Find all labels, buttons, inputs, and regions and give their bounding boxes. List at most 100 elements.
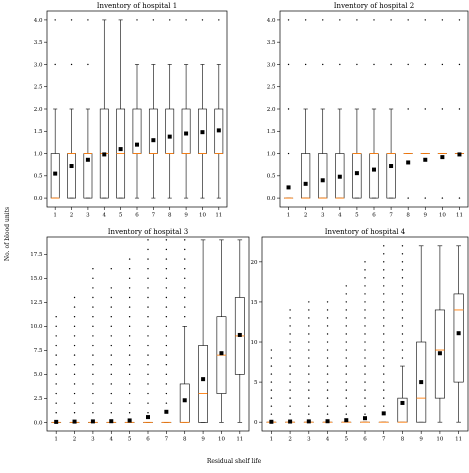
flier-point (327, 389, 328, 390)
flier-point (92, 278, 93, 279)
flier-point (346, 317, 347, 318)
panel-title: Inventory of hospital 1 (97, 2, 177, 10)
flier-point (289, 357, 290, 358)
flier-point (402, 277, 403, 278)
flier-point (184, 268, 185, 269)
flier-point (402, 301, 403, 302)
x-tick-label: 3 (91, 437, 95, 443)
flier-point (92, 306, 93, 307)
flier-point (346, 293, 347, 294)
flier-point (271, 373, 272, 374)
flier-point (327, 301, 328, 302)
flier-point (55, 345, 56, 346)
mean-marker (338, 175, 342, 179)
x-tick-label: 6 (372, 213, 376, 219)
mean-marker (363, 416, 367, 420)
flier-point (271, 389, 272, 390)
axes-frame (47, 237, 249, 431)
y-tick-label: 2.5 (34, 396, 43, 402)
y-axis-label: No. of blood units (4, 207, 11, 261)
flier-point (346, 357, 347, 358)
panel-title: Inventory of hospital 3 (108, 228, 188, 236)
box-6 (370, 19, 379, 198)
flier-point (339, 64, 340, 65)
x-tick-label: 1 (270, 437, 274, 443)
flier-point (147, 335, 148, 336)
flier-point (346, 349, 347, 350)
flier-point (305, 19, 306, 20)
box-9 (417, 246, 426, 422)
flier-point (383, 389, 384, 390)
flier-point (442, 197, 443, 198)
flier-point (425, 197, 426, 198)
flier-point (147, 393, 148, 394)
flier-point (289, 325, 290, 326)
flier-point (129, 393, 130, 394)
x-tick-label: 9 (201, 437, 205, 443)
flier-point (364, 317, 365, 318)
flier-point (364, 301, 365, 302)
flier-point (184, 249, 185, 250)
x-tick-label: 6 (363, 437, 367, 443)
flier-point (111, 268, 112, 269)
box-6 (360, 261, 369, 422)
flier-point (346, 285, 347, 286)
flier-point (271, 381, 272, 382)
flier-point (346, 413, 347, 414)
x-tick-label: 4 (338, 213, 342, 219)
flier-point (136, 19, 137, 20)
flier-point (129, 354, 130, 355)
flier-point (147, 258, 148, 259)
mean-marker (201, 377, 205, 381)
flier-point (185, 19, 186, 20)
flier-point (364, 349, 365, 350)
flier-point (92, 364, 93, 365)
flier-point (327, 349, 328, 350)
flier-point (356, 19, 357, 20)
flier-point (308, 325, 309, 326)
flier-point (383, 261, 384, 262)
flier-point (383, 405, 384, 406)
flier-point (147, 316, 148, 317)
box-7 (149, 19, 157, 198)
flier-point (364, 413, 365, 414)
flier-point (346, 373, 347, 374)
box-2 (70, 297, 79, 424)
flier-point (111, 297, 112, 298)
flier-point (111, 287, 112, 288)
flier-point (289, 381, 290, 382)
flier-point (184, 306, 185, 307)
flier-point (383, 325, 384, 326)
flier-point (346, 333, 347, 334)
flier-point (383, 253, 384, 254)
flier-point (166, 239, 167, 240)
mean-marker (382, 411, 386, 415)
box-body (133, 109, 141, 154)
x-tick-label: 9 (419, 437, 423, 443)
mean-marker (70, 164, 74, 168)
flier-point (308, 309, 309, 310)
mean-marker (73, 420, 77, 424)
flier-point (74, 354, 75, 355)
box-11 (454, 246, 463, 422)
box-10 (217, 240, 226, 422)
flier-point (184, 239, 185, 240)
flier-point (289, 389, 290, 390)
x-tick-label: 6 (146, 437, 150, 443)
flier-point (402, 325, 403, 326)
flier-point (364, 293, 365, 294)
flier-point (364, 397, 365, 398)
box-1 (51, 19, 59, 198)
flier-point (111, 354, 112, 355)
x-tick-label: 7 (165, 437, 169, 443)
flier-point (327, 333, 328, 334)
box-7 (379, 245, 388, 422)
flier-point (459, 108, 460, 109)
y-tick-label: 10.0 (30, 324, 43, 330)
mean-marker (400, 401, 404, 405)
box-8 (404, 19, 413, 199)
flier-point (289, 317, 290, 318)
